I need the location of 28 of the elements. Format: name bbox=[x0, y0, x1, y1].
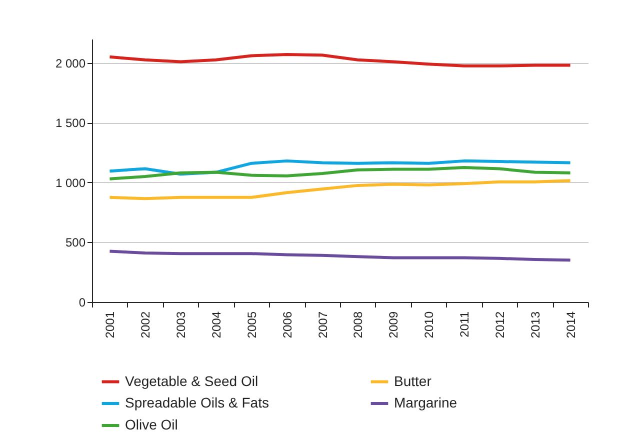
line-series bbox=[108, 166, 572, 180]
line-series bbox=[108, 179, 572, 200]
x-tick-label: 2001 bbox=[103, 311, 118, 338]
legend-label: Spreadable Oils & Fats bbox=[125, 394, 269, 410]
x-tick-label: 2010 bbox=[422, 311, 436, 338]
legend-label: Vegetable & Seed Oil bbox=[125, 372, 258, 389]
x-tick-label: 2002 bbox=[138, 311, 153, 338]
legend-label: Olive Oil bbox=[125, 416, 178, 432]
line-series bbox=[108, 53, 572, 68]
x-tick-label: 2005 bbox=[244, 311, 259, 338]
legend-label: Margarine bbox=[394, 394, 458, 410]
y-tick-label: 1 500 bbox=[55, 116, 86, 130]
y-tick-label: 500 bbox=[65, 236, 86, 250]
x-tick-label: 2013 bbox=[528, 311, 542, 338]
line-series bbox=[108, 250, 572, 262]
y-tick-label: 1 000 bbox=[55, 176, 86, 190]
x-tick-label: 2004 bbox=[210, 311, 224, 338]
x-tick-label: 2014 bbox=[564, 311, 578, 338]
legend-label: Butter bbox=[394, 372, 432, 389]
y-tick-label: 0 bbox=[78, 296, 86, 310]
x-tick-label: 2003 bbox=[174, 311, 188, 338]
x-tick-label: 2008 bbox=[351, 311, 366, 338]
x-tick-label: 2006 bbox=[280, 311, 294, 338]
y-tick-label: 2 000 bbox=[55, 56, 86, 70]
x-tick-label: 2009 bbox=[386, 311, 401, 338]
x-tick-label: 2007 bbox=[316, 311, 330, 338]
x-tick-label: 2012 bbox=[492, 311, 507, 338]
x-tick-label: 2011 bbox=[458, 311, 472, 338]
